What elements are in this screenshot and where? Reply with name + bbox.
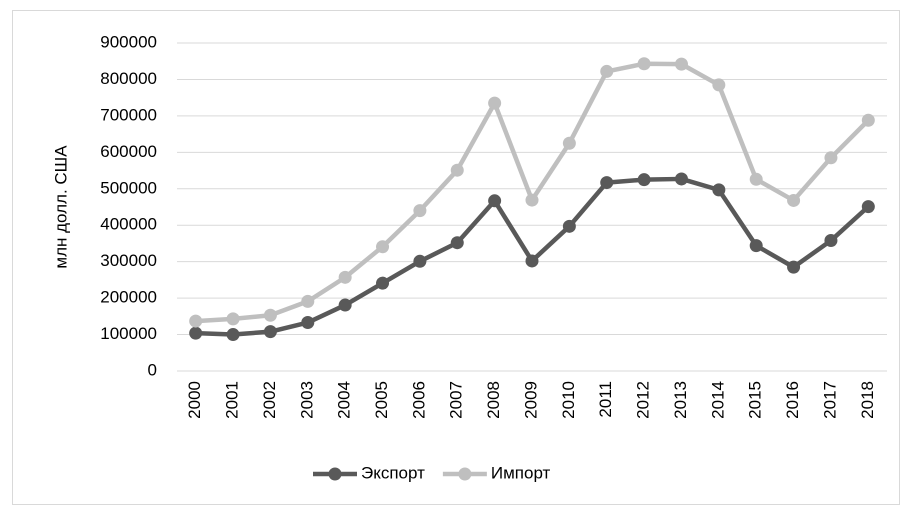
marker [189,326,203,340]
marker [749,172,763,186]
legend-label: Экспорт [361,463,425,482]
marker [787,193,801,207]
x-tick-label: 2005 [372,381,391,419]
x-tick-label: 2010 [559,381,578,419]
x-tick-label: 2014 [708,381,727,419]
marker [376,276,390,290]
marker [413,254,427,268]
y-tick-label: 400000 [100,215,157,234]
marker [562,136,576,150]
y-tick-label: 300000 [100,251,157,270]
marker [749,239,763,253]
x-tick-label: 2012 [634,381,653,419]
marker [600,64,614,78]
marker [338,270,352,284]
x-tick-label: 2007 [447,381,466,419]
x-tick-label: 2016 [783,381,802,419]
marker [226,328,240,342]
marker [824,234,838,248]
x-tick-label: 2013 [671,381,690,419]
y-tick-label: 700000 [100,105,157,124]
x-tick-label: 2003 [297,381,316,419]
y-tick-label: 900000 [100,32,157,51]
marker [562,219,576,233]
marker [301,294,315,308]
marker [525,254,539,268]
marker [226,312,240,326]
x-tick-label: 2000 [185,381,204,419]
marker [637,173,651,187]
marker [376,240,390,254]
x-tick-label: 2001 [223,381,242,419]
x-tick-label: 2008 [484,381,503,419]
x-tick-label: 2006 [409,381,428,419]
marker [637,57,651,71]
marker [301,316,315,330]
marker [263,308,277,322]
x-tick-label: 2018 [858,381,877,419]
legend-marker [328,467,342,481]
x-tick-label: 2011 [596,381,615,418]
marker [824,151,838,165]
marker [861,200,875,214]
y-tick-label: 0 [148,360,157,379]
y-tick-label: 100000 [100,324,157,343]
marker [600,176,614,190]
legend-marker [458,467,472,481]
marker [450,236,464,250]
x-tick-label: 2015 [746,381,765,419]
legend-label: Импорт [491,463,551,482]
marker [263,325,277,339]
marker [413,204,427,218]
marker [861,113,875,127]
y-tick-label: 600000 [100,142,157,161]
marker [488,194,502,208]
chart-border [12,10,900,505]
marker [450,163,464,177]
marker [488,96,502,110]
x-tick-label: 2002 [260,381,279,419]
x-tick-label: 2004 [335,381,354,419]
y-tick-label: 800000 [100,69,157,88]
marker [525,193,539,207]
x-tick-label: 2009 [521,381,540,419]
marker [338,298,352,312]
y-tick-label: 500000 [100,178,157,197]
y-tick-label: 200000 [100,288,157,307]
marker [189,314,203,328]
x-tick-label: 2017 [820,381,839,419]
marker [712,78,726,92]
marker [674,57,688,71]
y-axis-title: млн долл. США [51,145,70,269]
marker [674,172,688,186]
marker [787,260,801,274]
marker [712,183,726,197]
